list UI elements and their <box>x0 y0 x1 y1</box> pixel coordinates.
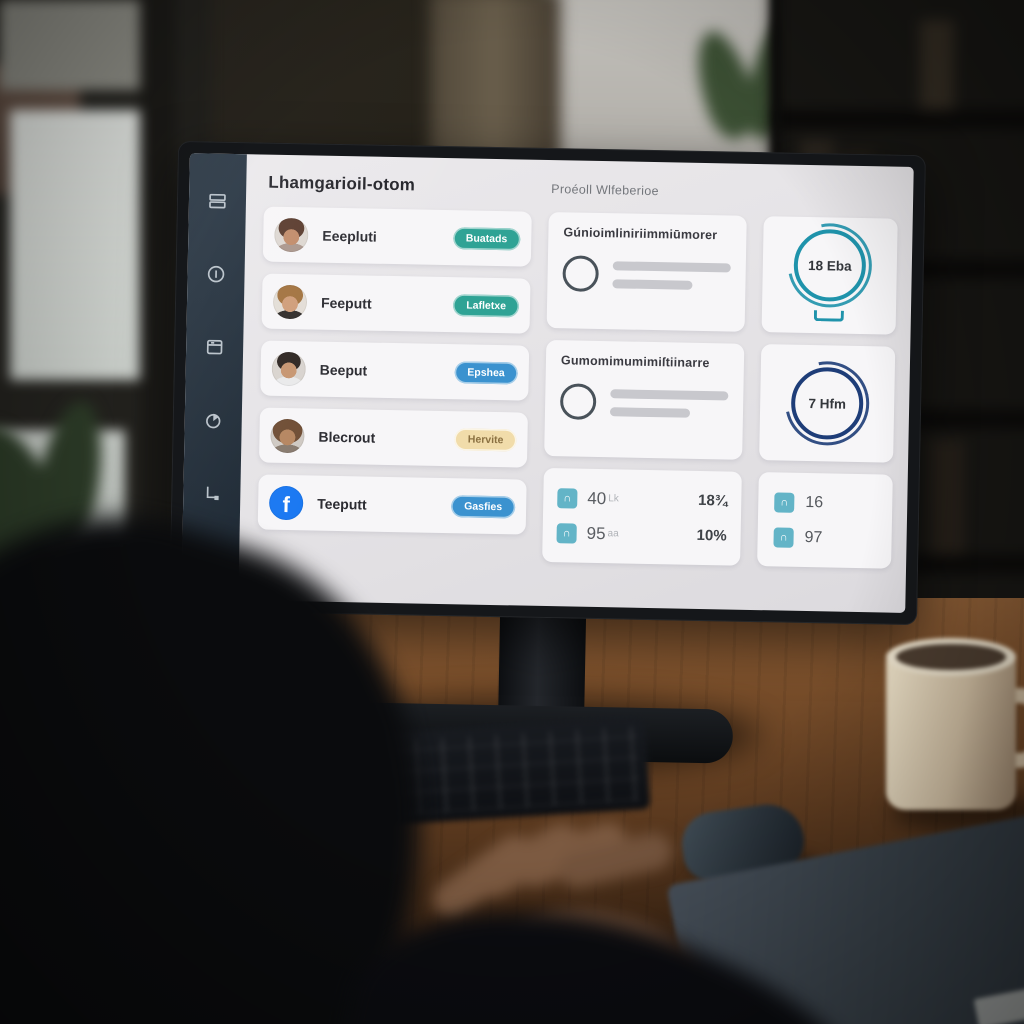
summary-column: Gúnioimliniriimmiūmorer Gumomimumimiſtii… <box>542 212 747 566</box>
card-body <box>559 383 729 422</box>
summary-card: Gumomimumimiſtiinarre <box>544 339 745 460</box>
gauge-label: 7 Hfm <box>808 395 847 412</box>
stat-row: ∩ 95 aa 10% <box>556 522 727 546</box>
arc-icon: ∩ <box>557 487 578 509</box>
status-badge[interactable]: Buatads <box>452 226 521 250</box>
window-pane-upper <box>10 110 145 380</box>
facebook-icon <box>268 485 304 520</box>
count-row: ∩ 16 <box>774 491 876 514</box>
placeholder-bar <box>612 278 693 290</box>
window-panel-icon[interactable] <box>205 337 224 356</box>
book-spine <box>930 440 964 555</box>
placeholder-bar <box>610 388 729 400</box>
page-title: Lhamgarioil-otom <box>268 172 416 195</box>
user-row[interactable]: Eeepluti Buatads <box>262 206 532 267</box>
card-title: Gumomimumimiſtiinarre <box>560 353 710 371</box>
sidebar <box>181 153 247 601</box>
shelf-board <box>770 110 1024 128</box>
avatar <box>270 418 305 453</box>
stats-card: ∩ 40 Lk 18¾ ∩ 95 aa 10% <box>542 467 742 566</box>
gauge-card: 7 Hfm <box>759 344 896 463</box>
avatar <box>271 351 307 386</box>
stat-percent: 18¾ <box>697 491 728 510</box>
count-value: 97 <box>804 528 823 546</box>
stat-value: 95 <box>586 523 606 543</box>
gauge-ring-navy: 7 Hfm <box>791 367 864 440</box>
gauge-column: 18 Eba 7 Hfm ∩ 16 <box>757 216 898 569</box>
stat-value: 40 <box>587 488 607 508</box>
user-row[interactable]: Feeputt Lafletxe <box>261 273 531 334</box>
stat-row: ∩ 40 Lk 18¾ <box>557 487 728 511</box>
dashboard-icon[interactable] <box>208 191 227 210</box>
user-name: Teeputt <box>317 495 367 513</box>
stat-suffix: aa <box>607 528 619 540</box>
user-name: Beeput <box>319 361 368 379</box>
dashboard-screen: Lhamgarioil-otom Proéoll Wlfeberioe Eeep… <box>181 153 914 613</box>
placeholder-bars <box>609 388 729 418</box>
mug-interior <box>896 644 1006 670</box>
arc-icon: ∩ <box>556 522 577 544</box>
book-spine <box>920 20 954 110</box>
arc-icon: ∩ <box>773 526 794 548</box>
pie-chart-icon[interactable] <box>204 410 223 429</box>
gauge-card: 18 Eba <box>761 216 898 335</box>
user-row[interactable]: Teeputt Gasfies <box>257 474 527 535</box>
status-badge[interactable]: Epshea <box>454 360 518 384</box>
avatar <box>274 217 309 252</box>
count-card: ∩ 16 ∩ 97 <box>757 472 893 569</box>
window-pane-top <box>0 0 150 90</box>
coffee-mug <box>878 636 1024 826</box>
gauge-bracket <box>813 310 844 322</box>
stat-suffix: Lk <box>608 493 619 505</box>
user-row[interactable]: Blecrout Hervite <box>258 407 528 468</box>
empty-circle-icon <box>559 383 597 420</box>
empty-circle-icon <box>562 255 599 292</box>
user-row[interactable]: Beeput Epshea <box>260 340 530 401</box>
placeholder-bar <box>609 406 691 418</box>
placeholder-bars <box>612 260 731 290</box>
summary-card: Gúnioimliniriimmiūmorer <box>546 212 747 332</box>
user-name: Feeputt <box>320 294 372 312</box>
arc-icon: ∩ <box>774 491 795 513</box>
status-badge[interactable]: Gasfies <box>450 494 516 518</box>
user-list: Eeepluti Buatads Feeputt Lafletxe Beeput… <box>257 206 532 562</box>
count-row: ∩ 97 <box>773 526 875 549</box>
avatar <box>272 284 308 319</box>
placeholder-bar <box>612 260 731 273</box>
status-badge[interactable]: Hervite <box>454 427 517 451</box>
card-title: Gúnioimliniriimmiūmorer <box>563 225 718 243</box>
gauge-label: 18 Eba <box>807 257 852 274</box>
user-name: Eeepluti <box>322 227 377 245</box>
monitor: Lhamgarioil-otom Proéoll Wlfeberioe Eeep… <box>166 140 926 785</box>
status-circle-icon[interactable] <box>206 264 225 283</box>
mug-body <box>886 650 1016 810</box>
section-title: Proéoll Wlfeberioe <box>551 182 659 199</box>
flow-chart-icon[interactable] <box>202 483 221 502</box>
dashboard-content: Lhamgarioil-otom Proéoll Wlfeberioe Eeep… <box>238 154 913 613</box>
stat-percent: 10% <box>696 526 727 545</box>
status-badge[interactable]: Lafletxe <box>453 293 520 317</box>
gauge-ring-teal: 18 Eba <box>793 229 866 302</box>
user-name: Blecrout <box>318 428 376 446</box>
card-body <box>562 255 731 294</box>
count-value: 16 <box>805 493 824 511</box>
